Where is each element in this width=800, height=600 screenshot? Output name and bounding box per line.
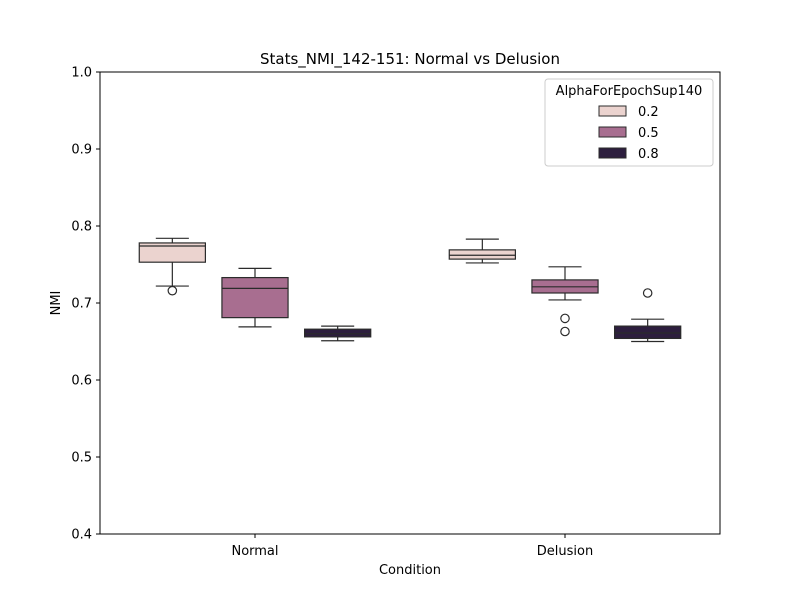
legend-box — [544, 78, 714, 167]
box-iqr — [613, 325, 682, 340]
chart-title: Stats_NMI_142-151: Normal vs Delusion — [260, 50, 560, 69]
outlier-point — [167, 285, 178, 296]
box-group — [448, 238, 516, 264]
box-iqr — [221, 276, 289, 319]
plot-area — [138, 237, 682, 343]
axes: 0.4 0.5 0.6 0.7 0.8 0.9 1.0 Normal Delusion — [71, 66, 721, 559]
x-tick-label: Delusion — [537, 544, 593, 559]
legend-swatch — [598, 105, 627, 117]
legend-title: AlphaForEpochSup140 — [556, 84, 703, 99]
y-tick-label: 1.0 — [71, 66, 92, 81]
box-iqr — [304, 328, 372, 338]
y-tick-label: 0.8 — [71, 220, 92, 235]
outlier-point — [560, 313, 570, 324]
y-tick-label: 0.9 — [71, 143, 92, 158]
y-tick-label: 0.5 — [71, 451, 92, 466]
legend-swatch — [598, 126, 627, 138]
outlier-point — [642, 288, 653, 298]
outlier-point — [560, 326, 570, 337]
legend-label: 0.8 — [638, 147, 659, 162]
legend-swatch — [598, 147, 627, 159]
box-group — [304, 325, 372, 342]
box-iqr — [448, 249, 516, 260]
y-axis-label: NMI — [49, 291, 64, 316]
legend-label: 0.2 — [638, 105, 659, 120]
y-tick-label: 0.7 — [71, 297, 92, 312]
box-group — [531, 266, 599, 337]
legend-label: 0.5 — [638, 126, 659, 141]
x-tick-label: Normal — [231, 544, 278, 559]
x-axis-label: Condition — [379, 563, 441, 578]
box-group — [221, 267, 289, 328]
y-tick-label: 0.6 — [71, 374, 92, 389]
box-group — [613, 288, 682, 343]
y-tick-label: 0.4 — [71, 528, 92, 543]
legend: AlphaForEpochSup140 0.2 0.5 0.8 — [544, 78, 714, 167]
box-group — [138, 237, 206, 296]
box-iqr — [138, 242, 206, 263]
